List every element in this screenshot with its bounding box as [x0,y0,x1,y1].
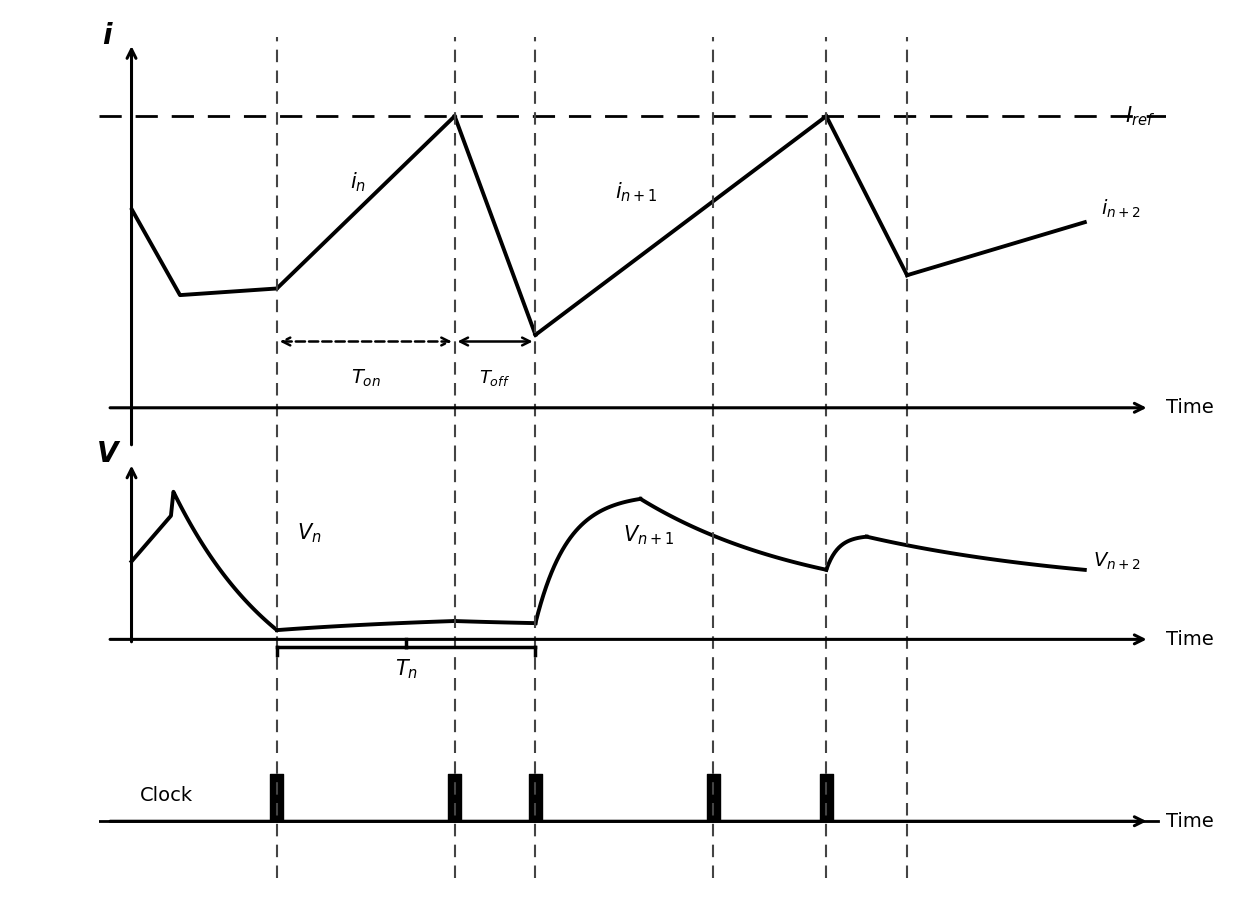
Text: $I_{ref}$: $I_{ref}$ [1125,104,1156,128]
Text: $i_{n+2}$: $i_{n+2}$ [1101,198,1141,221]
Text: $i_n$: $i_n$ [350,170,366,194]
Text: $T_{off}$: $T_{off}$ [480,368,511,388]
Text: $V_n$: $V_n$ [296,521,321,544]
Text: $V_{n+2}$: $V_{n+2}$ [1092,551,1141,572]
Text: Time: Time [1166,812,1214,831]
Text: $i_{n+1}$: $i_{n+1}$ [615,180,658,204]
Text: $V_{n+1}$: $V_{n+1}$ [622,523,675,547]
Text: $T_{on}$: $T_{on}$ [351,368,381,389]
Text: Time: Time [1166,630,1214,649]
Text: i: i [103,22,112,49]
Text: V: V [97,440,118,468]
Text: Time: Time [1166,398,1214,417]
Text: $T_n$: $T_n$ [394,658,418,681]
Text: Clock: Clock [140,786,192,805]
